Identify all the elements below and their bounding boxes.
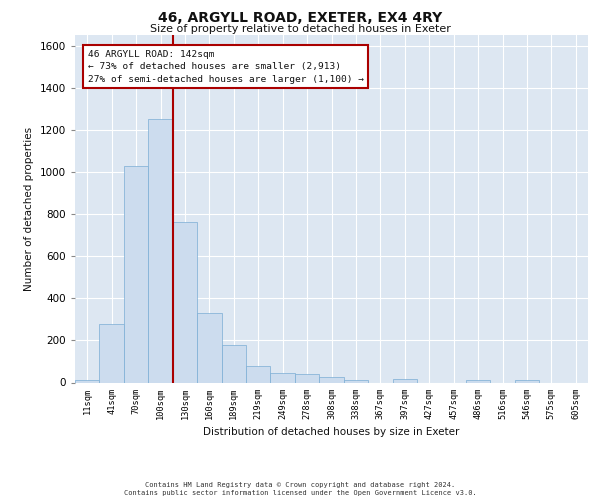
Bar [466,380,490,382]
Bar [221,344,246,383]
Bar [173,222,197,382]
Bar [271,373,295,382]
Y-axis label: Number of detached properties: Number of detached properties [24,126,34,291]
Bar [75,380,100,382]
Text: 46 ARGYLL ROAD: 142sqm
← 73% of detached houses are smaller (2,913)
27% of semi-: 46 ARGYLL ROAD: 142sqm ← 73% of detached… [88,50,364,84]
Bar [148,119,173,382]
X-axis label: Distribution of detached houses by size in Exeter: Distribution of detached houses by size … [203,427,460,437]
Bar [246,366,271,382]
Bar [392,378,417,382]
Bar [100,324,124,382]
Text: Contains HM Land Registry data © Crown copyright and database right 2024.
Contai: Contains HM Land Registry data © Crown c… [124,482,476,496]
Bar [515,380,539,382]
Bar [124,166,148,382]
Text: Size of property relative to detached houses in Exeter: Size of property relative to detached ho… [149,24,451,34]
Bar [319,377,344,382]
Bar [344,380,368,382]
Bar [197,313,221,382]
Text: 46, ARGYLL ROAD, EXETER, EX4 4RY: 46, ARGYLL ROAD, EXETER, EX4 4RY [158,11,442,25]
Bar [295,374,319,382]
